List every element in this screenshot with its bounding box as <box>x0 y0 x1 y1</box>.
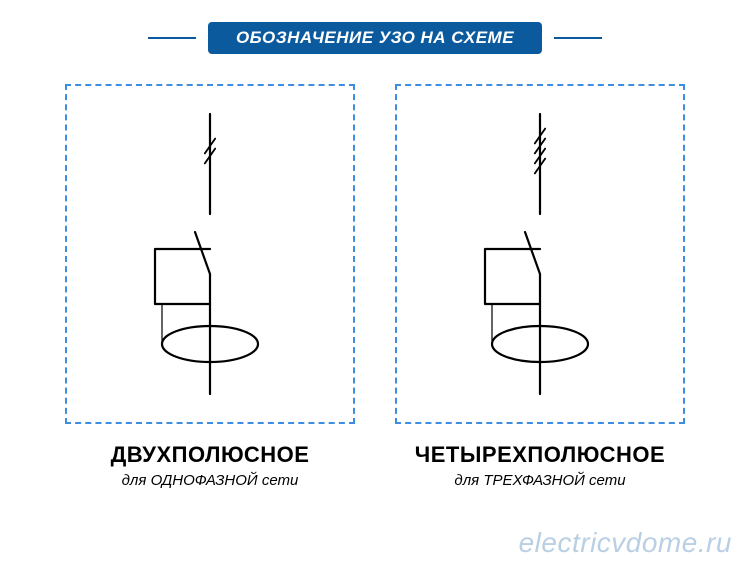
header-line-right <box>554 37 602 39</box>
panel-border <box>395 84 685 424</box>
panel-two-pole <box>65 84 355 424</box>
caption-subtitle: для ТРЕХФАЗНОЙ сети <box>395 472 685 489</box>
caption-subtitle: для ОДНОФАЗНОЙ сети <box>65 472 355 489</box>
captions-row: ДВУХПОЛЮСНОЕ для ОДНОФАЗНОЙ сети ЧЕТЫРЕХ… <box>0 442 750 489</box>
header: ОБОЗНАЧЕНИЕ УЗО НА СХЕМЕ <box>0 22 750 54</box>
watermark: electricvdome.ru <box>519 527 732 559</box>
panel-border <box>65 84 355 424</box>
caption-left: ДВУХПОЛЮСНОЕ для ОДНОФАЗНОЙ сети <box>65 442 355 489</box>
header-line-left <box>148 37 196 39</box>
header-title-pill: ОБОЗНАЧЕНИЕ УЗО НА СХЕМЕ <box>208 22 542 54</box>
caption-title: ДВУХПОЛЮСНОЕ <box>65 442 355 468</box>
panel-four-pole <box>395 84 685 424</box>
caption-title: ЧЕТЫРЕХПОЛЮСНОЕ <box>395 442 685 468</box>
panels-row <box>0 84 750 424</box>
caption-right: ЧЕТЫРЕХПОЛЮСНОЕ для ТРЕХФАЗНОЙ сети <box>395 442 685 489</box>
